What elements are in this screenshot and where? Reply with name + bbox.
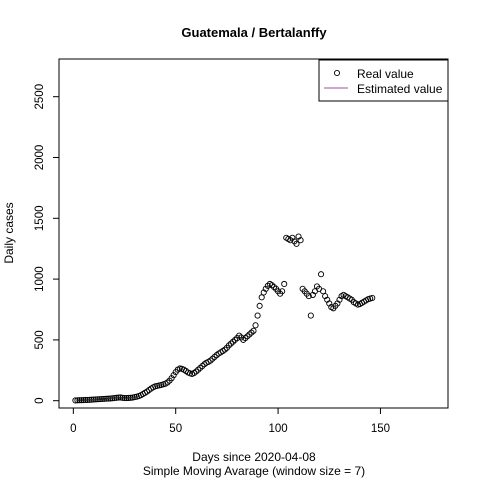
legend-estimated-value-label: Estimated value — [357, 82, 443, 96]
data-point — [76, 397, 83, 404]
data-point — [74, 397, 81, 404]
data-point — [193, 368, 200, 375]
data-point — [80, 397, 87, 404]
data-point — [256, 302, 263, 309]
data-point — [103, 395, 110, 402]
data-point — [250, 327, 257, 334]
data-point — [207, 357, 214, 364]
data-point — [168, 375, 175, 382]
data-point — [195, 366, 202, 373]
data-point — [305, 293, 312, 300]
y-axis: 0 500 1000 1500 2000 2500 — [34, 84, 60, 404]
x-tick-label: 50 — [169, 423, 182, 435]
x-axis: 0 50 100 150 — [70, 407, 390, 435]
y-axis-label: Daily cases — [2, 202, 16, 263]
data-point — [98, 395, 106, 403]
data-point — [236, 332, 243, 339]
data-point — [279, 288, 286, 295]
data-point — [125, 394, 132, 401]
data-point — [225, 342, 232, 349]
data-point — [262, 285, 269, 292]
data-point — [115, 394, 122, 401]
legend: Real value Estimated value — [318, 59, 449, 102]
data-point — [100, 395, 108, 402]
data-point — [264, 282, 271, 289]
data-point — [227, 340, 235, 347]
data-point — [242, 335, 249, 342]
y-tick-label: 1000 — [34, 266, 46, 292]
data-point — [78, 397, 85, 404]
y-tick-label: 2000 — [34, 145, 46, 171]
data-point — [105, 395, 112, 402]
data-point — [121, 394, 128, 402]
data-point — [252, 322, 259, 329]
data-point — [369, 294, 376, 301]
data-point — [84, 396, 91, 404]
data-point — [197, 364, 204, 371]
data-point — [268, 282, 275, 289]
data-point — [211, 353, 218, 360]
data-point — [111, 394, 118, 402]
data-point — [86, 396, 93, 403]
chart-subtitle: Simple Moving Avarage (window size = 7) — [143, 464, 365, 478]
data-point — [281, 280, 288, 288]
data-point — [72, 397, 79, 404]
data-point — [92, 396, 99, 403]
y-tick-label: 1500 — [34, 206, 46, 232]
chart-title: Guatemala / Bertalanffy — [181, 25, 327, 40]
data-point — [240, 336, 247, 343]
data-point — [254, 312, 261, 319]
y-tick-label: 0 — [34, 398, 46, 404]
data-point — [246, 331, 253, 338]
y-tick-label: 500 — [34, 330, 46, 349]
data-point — [232, 336, 239, 343]
data-point — [270, 283, 278, 291]
data-point — [119, 394, 126, 401]
legend-real-value-marker — [333, 69, 341, 77]
data-point — [164, 379, 171, 386]
data-point — [258, 294, 265, 301]
data-point — [107, 395, 114, 402]
data-point — [248, 329, 255, 336]
data-point — [307, 312, 314, 319]
data-point — [170, 372, 177, 379]
legend-real-value-label: Real value — [357, 67, 414, 81]
data-point — [244, 333, 251, 340]
data-point — [113, 394, 120, 401]
x-tick-label: 0 — [70, 423, 76, 435]
data-point — [320, 288, 327, 295]
data-point — [88, 396, 95, 403]
data-point — [127, 394, 134, 401]
data-point — [221, 346, 228, 353]
legend-box — [318, 59, 449, 102]
data-point — [123, 394, 130, 402]
data-point — [229, 338, 237, 345]
data-point — [109, 395, 116, 402]
y-tick-label: 2500 — [34, 84, 46, 110]
x-tick-label: 150 — [371, 423, 390, 435]
plot-frame — [58, 58, 449, 409]
real-value-points — [72, 233, 376, 404]
data-point — [209, 355, 216, 362]
data-point — [94, 396, 101, 403]
x-axis-label: Days since 2020-04-08 — [192, 450, 316, 464]
x-tick-label: 100 — [268, 423, 287, 435]
data-point — [82, 396, 89, 404]
data-point — [90, 396, 97, 403]
data-point — [318, 271, 325, 278]
data-point — [96, 396, 103, 403]
data-point — [293, 240, 300, 247]
data-point — [199, 362, 206, 370]
data-point — [297, 237, 304, 244]
